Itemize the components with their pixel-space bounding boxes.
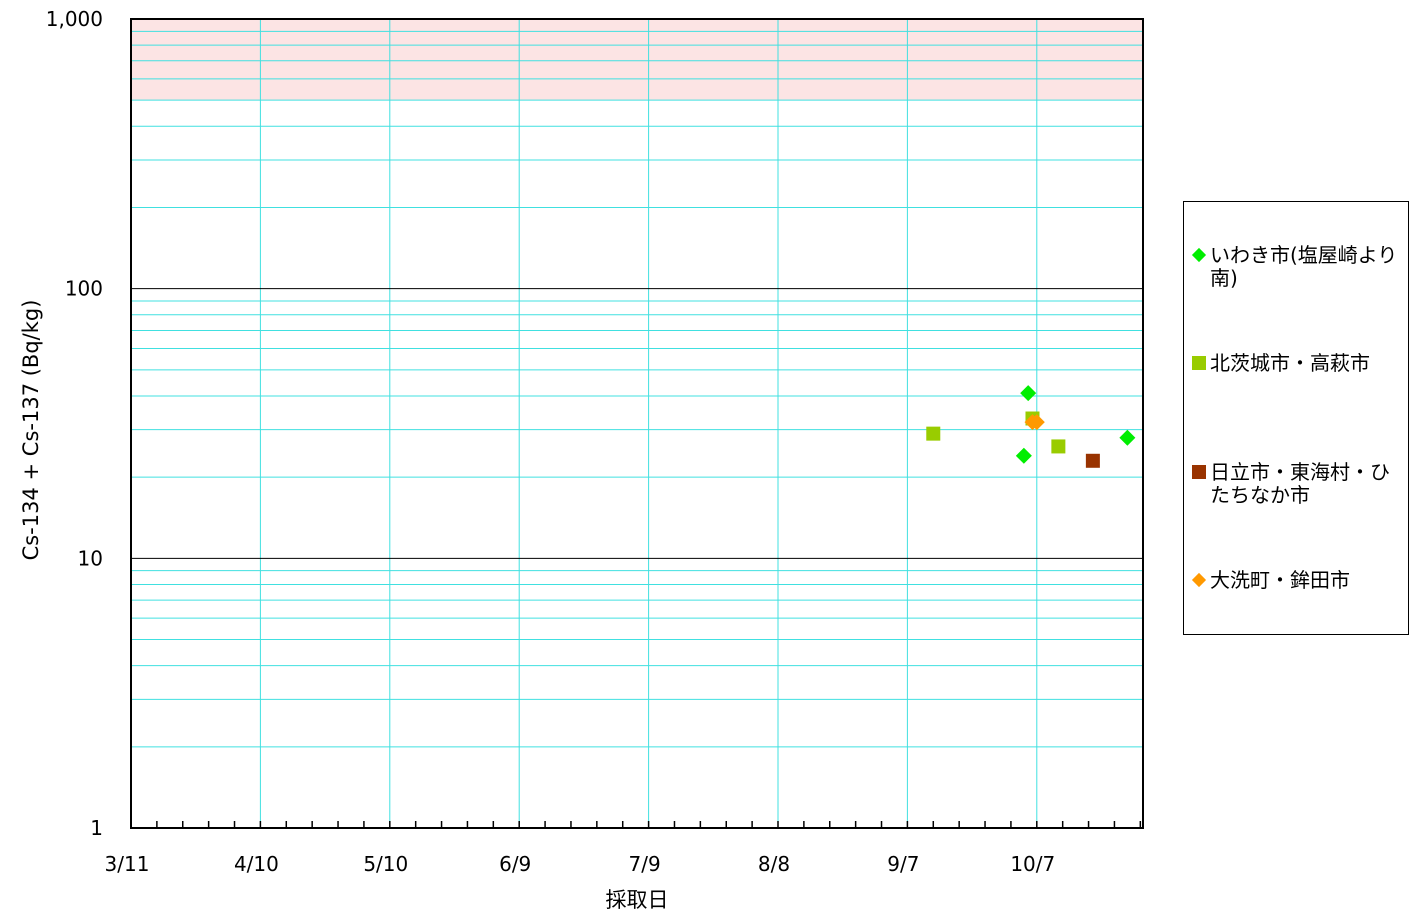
x-axis-tick-labels: 3/11 4/10 5/10 6/9 7/9 8/8 9/7 10/7 <box>105 852 1056 876</box>
legend-marker-square <box>1190 352 1210 375</box>
x-axis-title: 採取日 <box>606 888 669 912</box>
legend-label: いわき市(塩屋崎より南) <box>1210 243 1398 290</box>
plot-frame <box>130 18 1144 829</box>
plot-background <box>131 19 1143 828</box>
data-point-diamond <box>1020 385 1037 402</box>
data-point-square <box>926 426 941 441</box>
legend-label: 北茨城市・高萩市 <box>1210 351 1370 375</box>
chart-legend: いわき市(塩屋崎より南) 北茨城市・高萩市 日立市・東海村・ひたちなか市 大洗町… <box>1183 201 1409 635</box>
x-axis-tick-marks <box>130 821 1142 828</box>
legend-label: 大洗町・鉾田市 <box>1210 568 1350 592</box>
shaded-band <box>131 19 1143 101</box>
y-axis-title: Cs-134 + Cs-137 (Bq/kg) <box>19 300 43 561</box>
data-points <box>926 385 1136 468</box>
legend-marker-diamond <box>1190 569 1210 592</box>
legend-item-hitachi: 日立市・東海村・ひたちなか市 <box>1190 461 1404 507</box>
data-point-diamond <box>1015 447 1032 464</box>
legend-item-kitaibaraki: 北茨城市・高萩市 <box>1190 352 1404 375</box>
y-axis-tick-labels: 1 10 100 1,000 <box>46 7 103 840</box>
legend-marker-square <box>1190 461 1210 484</box>
x-tick-label: 8/8 <box>758 852 790 876</box>
x-tick-label: 3/11 <box>105 852 150 876</box>
x-tick-label: 7/9 <box>629 852 661 876</box>
y-tick-label: 1 <box>90 816 103 840</box>
legend-label: 日立市・東海村・ひたちなか市 <box>1210 460 1390 507</box>
data-point-diamond <box>1119 429 1136 446</box>
legend-marker-diamond <box>1190 244 1210 267</box>
y-tick-label: 1,000 <box>46 7 103 31</box>
y-tick-label: 100 <box>65 277 103 301</box>
data-point-diamond <box>1028 414 1045 431</box>
x-tick-label: 4/10 <box>234 852 279 876</box>
x-tick-label: 6/9 <box>499 852 531 876</box>
y-tick-label: 10 <box>78 546 103 570</box>
legend-item-iwaki: いわき市(塩屋崎より南) <box>1190 244 1404 290</box>
legend-item-oarai: 大洗町・鉾田市 <box>1190 569 1404 592</box>
x-tick-label: 5/10 <box>363 852 408 876</box>
x-tick-label: 10/7 <box>1010 852 1055 876</box>
data-point-square <box>1051 439 1066 454</box>
data-point-square <box>1085 453 1100 468</box>
x-tick-label: 9/7 <box>887 852 919 876</box>
